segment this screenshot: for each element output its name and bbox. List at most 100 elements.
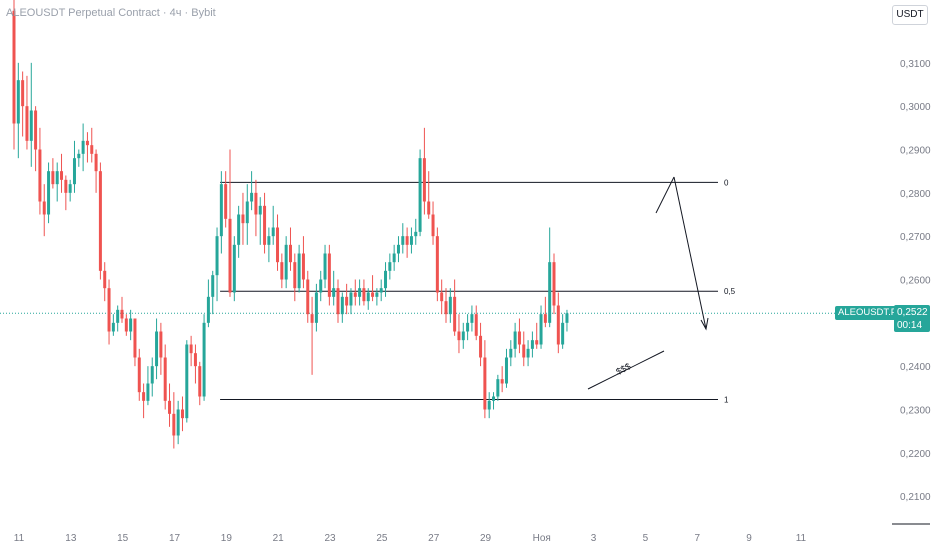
candle[interactable] [98, 162, 102, 280]
candle[interactable] [561, 314, 565, 349]
candle[interactable] [392, 244, 396, 271]
candle[interactable] [271, 205, 275, 245]
candle[interactable] [198, 361, 202, 406]
candle[interactable] [414, 218, 418, 245]
candle[interactable] [496, 374, 500, 401]
candle[interactable] [124, 314, 128, 336]
candle[interactable] [206, 279, 210, 328]
candle[interactable] [427, 171, 431, 219]
candle[interactable] [77, 149, 81, 167]
candle[interactable] [38, 127, 42, 215]
candle[interactable] [487, 392, 491, 419]
candle[interactable] [85, 132, 89, 163]
candle[interactable] [448, 288, 452, 323]
currency-button[interactable]: USDT [892, 5, 928, 25]
projection-line-up[interactable] [655, 176, 675, 214]
candle[interactable] [405, 227, 409, 258]
candle[interactable] [310, 296, 314, 375]
candle[interactable] [409, 227, 413, 254]
candle[interactable] [55, 162, 59, 202]
candle[interactable] [94, 149, 98, 193]
candle[interactable] [340, 292, 344, 323]
candle[interactable] [12, 0, 16, 150]
candle[interactable] [90, 127, 94, 163]
candle[interactable] [21, 71, 25, 137]
candle[interactable] [457, 314, 461, 354]
candle[interactable] [517, 318, 521, 354]
candle[interactable] [522, 331, 526, 367]
candle[interactable] [42, 184, 46, 237]
candle[interactable] [366, 288, 370, 310]
candle[interactable] [168, 383, 172, 427]
candle[interactable] [228, 149, 232, 297]
candle[interactable] [470, 305, 474, 332]
candle[interactable] [68, 179, 72, 202]
candle[interactable] [401, 223, 405, 254]
candle[interactable] [280, 253, 284, 289]
candle[interactable] [466, 314, 470, 341]
candle[interactable] [453, 279, 457, 336]
candle[interactable] [543, 296, 547, 328]
candle[interactable] [232, 236, 236, 302]
candle[interactable] [120, 296, 124, 323]
candle[interactable] [371, 275, 375, 302]
candle[interactable] [388, 253, 392, 280]
candle[interactable] [396, 236, 400, 263]
candle[interactable] [461, 322, 465, 349]
candle[interactable] [180, 396, 184, 432]
candle[interactable] [211, 270, 215, 315]
candle[interactable] [237, 205, 241, 258]
candle[interactable] [107, 279, 111, 345]
candle[interactable] [288, 227, 292, 271]
candle[interactable] [276, 214, 280, 271]
candle[interactable] [327, 244, 331, 306]
candle[interactable] [293, 253, 297, 302]
candle[interactable] [565, 309, 569, 332]
candle[interactable] [133, 318, 137, 367]
candle[interactable] [539, 305, 543, 349]
candle[interactable] [129, 309, 133, 341]
candle[interactable] [215, 227, 219, 302]
candle[interactable] [189, 335, 193, 367]
candle[interactable] [29, 62, 33, 167]
candle[interactable] [349, 288, 353, 315]
candle[interactable] [535, 322, 539, 349]
candle[interactable] [185, 340, 189, 423]
candle[interactable] [219, 171, 223, 254]
candle[interactable] [116, 305, 120, 332]
candle[interactable] [422, 127, 426, 215]
candle[interactable] [500, 366, 504, 393]
candle[interactable] [193, 344, 197, 384]
candle[interactable] [202, 314, 206, 401]
candle[interactable] [509, 340, 513, 367]
projection-line-down[interactable] [673, 176, 707, 330]
candle[interactable] [64, 175, 68, 211]
candle[interactable] [440, 279, 444, 315]
candle[interactable] [492, 392, 496, 410]
candle[interactable] [284, 236, 288, 289]
candle[interactable] [474, 305, 478, 341]
candle[interactable] [431, 201, 435, 245]
candle[interactable] [81, 123, 85, 172]
candle[interactable] [150, 357, 154, 397]
candle[interactable] [137, 348, 141, 401]
candle[interactable] [552, 253, 556, 315]
candle[interactable] [25, 75, 29, 150]
candle[interactable] [332, 270, 336, 306]
candle[interactable] [444, 288, 448, 323]
candle[interactable] [336, 279, 340, 323]
candle[interactable] [548, 227, 552, 328]
candle[interactable] [479, 322, 483, 367]
candle[interactable] [163, 344, 167, 410]
candle[interactable] [72, 140, 76, 193]
candle[interactable] [358, 279, 362, 306]
candle[interactable] [526, 340, 530, 367]
candle[interactable] [319, 270, 323, 302]
candle[interactable] [146, 366, 150, 406]
candle[interactable] [297, 244, 301, 293]
candle[interactable] [418, 149, 422, 237]
candle[interactable] [504, 348, 508, 388]
liquidity-trendline[interactable] [587, 350, 665, 390]
candle[interactable] [60, 153, 64, 193]
